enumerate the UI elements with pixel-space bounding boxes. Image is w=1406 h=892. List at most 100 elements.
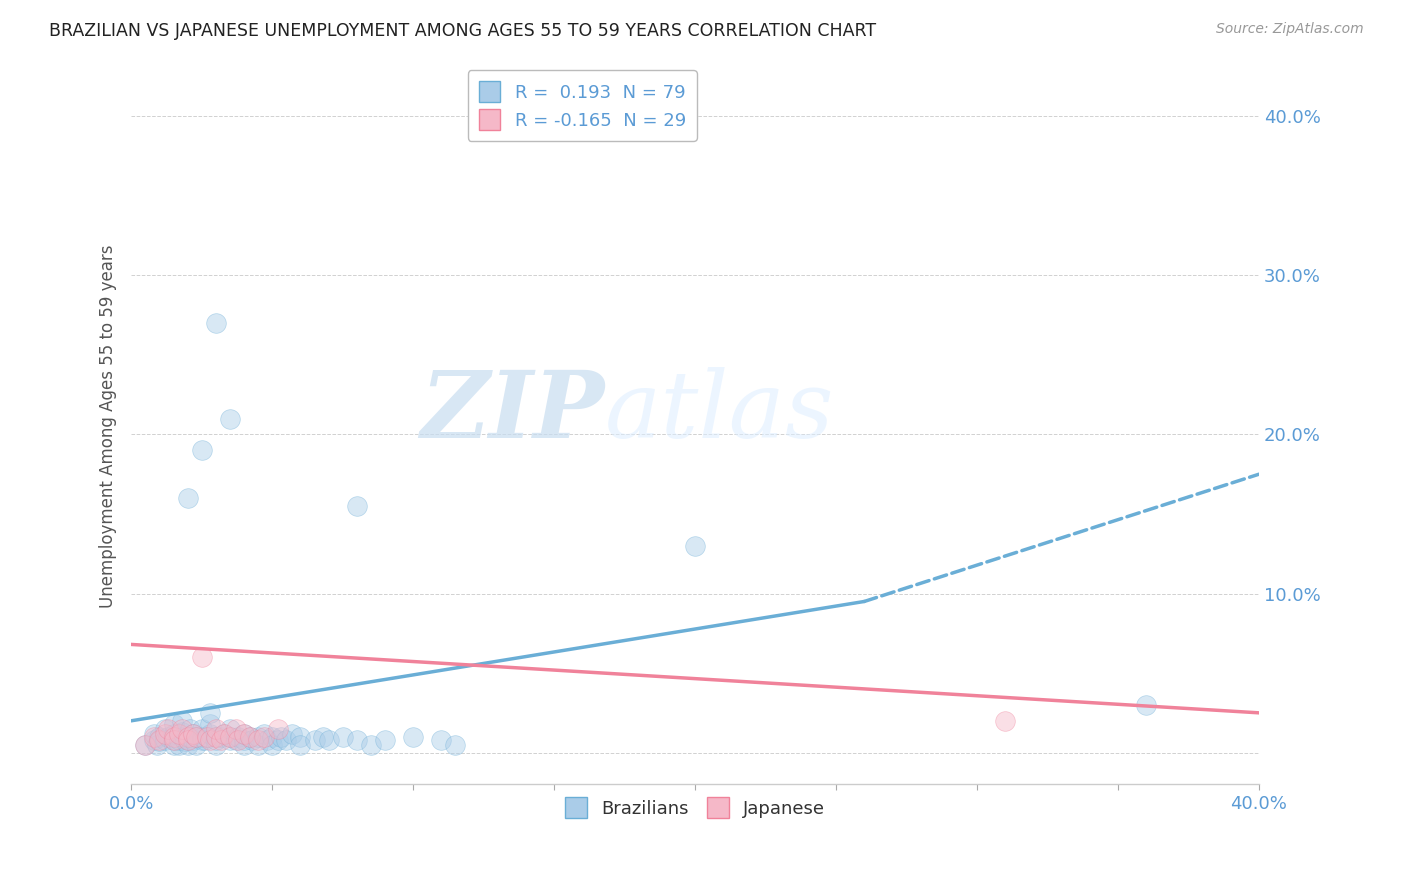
Point: [253, 726, 276, 740]
Point: [198, 706, 221, 720]
Point: [205, 730, 228, 744]
Point: [184, 730, 207, 744]
Point: [162, 726, 184, 740]
Point: [205, 730, 228, 744]
Point: [195, 730, 218, 744]
Point: [374, 732, 396, 747]
Point: [262, 738, 284, 752]
Point: [162, 717, 184, 731]
Point: [205, 738, 228, 752]
Point: [190, 443, 212, 458]
Point: [233, 726, 256, 740]
Point: [145, 738, 167, 752]
Point: [190, 730, 212, 744]
Point: [170, 730, 193, 744]
Point: [312, 730, 335, 744]
Point: [170, 722, 193, 736]
Point: [181, 726, 204, 740]
Point: [205, 316, 228, 330]
Point: [181, 732, 204, 747]
Point: [270, 730, 292, 744]
Point: [153, 726, 176, 740]
Point: [190, 722, 212, 736]
Point: [167, 738, 190, 752]
Point: [179, 730, 201, 744]
Point: [193, 732, 215, 747]
Point: [360, 738, 382, 752]
Point: [219, 722, 242, 736]
Point: [290, 730, 312, 744]
Point: [153, 732, 176, 747]
Point: [148, 730, 170, 744]
Point: [176, 738, 198, 752]
Point: [247, 732, 270, 747]
Point: [142, 730, 165, 744]
Point: [190, 732, 212, 747]
Point: [225, 722, 247, 736]
Point: [281, 726, 304, 740]
Point: [444, 738, 467, 752]
Point: [683, 539, 706, 553]
Point: [134, 738, 156, 752]
Point: [205, 722, 228, 736]
Point: [184, 738, 207, 752]
Point: [267, 732, 290, 747]
Point: [430, 732, 453, 747]
Point: [228, 732, 250, 747]
Point: [162, 732, 184, 747]
Point: [994, 714, 1017, 728]
Text: ZIP: ZIP: [420, 368, 605, 458]
Point: [228, 730, 250, 744]
Point: [142, 726, 165, 740]
Point: [290, 738, 312, 752]
Point: [233, 726, 256, 740]
Point: [190, 650, 212, 665]
Point: [198, 717, 221, 731]
Text: BRAZILIAN VS JAPANESE UNEMPLOYMENT AMONG AGES 55 TO 59 YEARS CORRELATION CHART: BRAZILIAN VS JAPANESE UNEMPLOYMENT AMONG…: [49, 22, 876, 40]
Point: [198, 732, 221, 747]
Point: [162, 730, 184, 744]
Point: [167, 726, 190, 740]
Point: [304, 732, 326, 747]
Point: [242, 732, 264, 747]
Point: [134, 738, 156, 752]
Point: [225, 732, 247, 747]
Point: [167, 732, 190, 747]
Point: [142, 732, 165, 747]
Point: [239, 730, 262, 744]
Point: [176, 730, 198, 744]
Point: [402, 730, 425, 744]
Point: [346, 499, 368, 513]
Point: [176, 732, 198, 747]
Point: [262, 730, 284, 744]
Point: [267, 722, 290, 736]
Point: [176, 491, 198, 505]
Point: [219, 730, 242, 744]
Point: [233, 738, 256, 752]
Point: [239, 730, 262, 744]
Y-axis label: Unemployment Among Ages 55 to 59 years: Unemployment Among Ages 55 to 59 years: [100, 244, 117, 608]
Point: [205, 732, 228, 747]
Point: [153, 722, 176, 736]
Text: atlas: atlas: [605, 368, 834, 458]
Point: [170, 725, 193, 739]
Point: [162, 732, 184, 747]
Point: [214, 726, 236, 740]
Point: [156, 730, 179, 744]
Text: Source: ZipAtlas.com: Source: ZipAtlas.com: [1216, 22, 1364, 37]
Point: [346, 732, 368, 747]
Point: [233, 732, 256, 747]
Point: [148, 732, 170, 747]
Point: [253, 730, 276, 744]
Point: [1135, 698, 1157, 712]
Point: [179, 722, 201, 736]
Point: [219, 730, 242, 744]
Point: [195, 730, 218, 744]
Point: [170, 714, 193, 728]
Point: [276, 732, 298, 747]
Point: [156, 722, 179, 736]
Point: [173, 734, 195, 748]
Point: [219, 732, 242, 747]
Point: [247, 738, 270, 752]
Legend: Brazilians, Japanese: Brazilians, Japanese: [558, 790, 832, 825]
